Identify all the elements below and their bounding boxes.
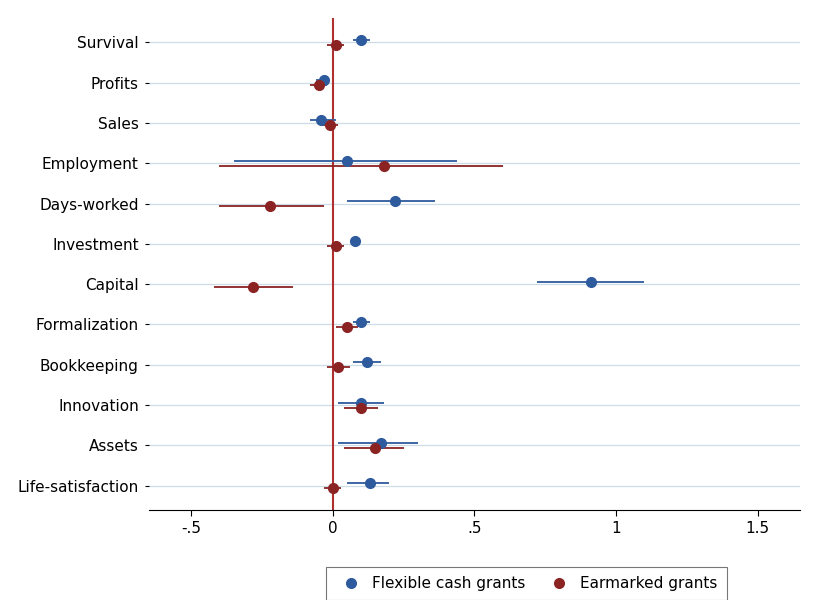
Legend: Flexible cash grants, Earmarked grants: Flexible cash grants, Earmarked grants [326,567,727,600]
